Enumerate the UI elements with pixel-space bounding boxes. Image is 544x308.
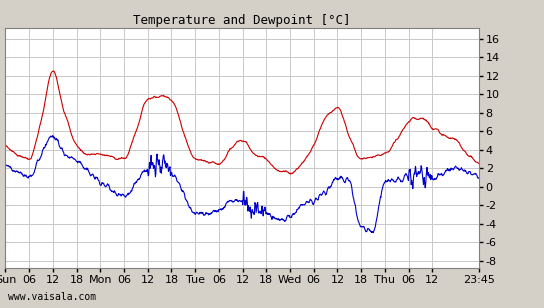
Title: Temperature and Dewpoint [°C]: Temperature and Dewpoint [°C] [133, 14, 351, 26]
Text: www.vaisala.com: www.vaisala.com [8, 292, 96, 302]
